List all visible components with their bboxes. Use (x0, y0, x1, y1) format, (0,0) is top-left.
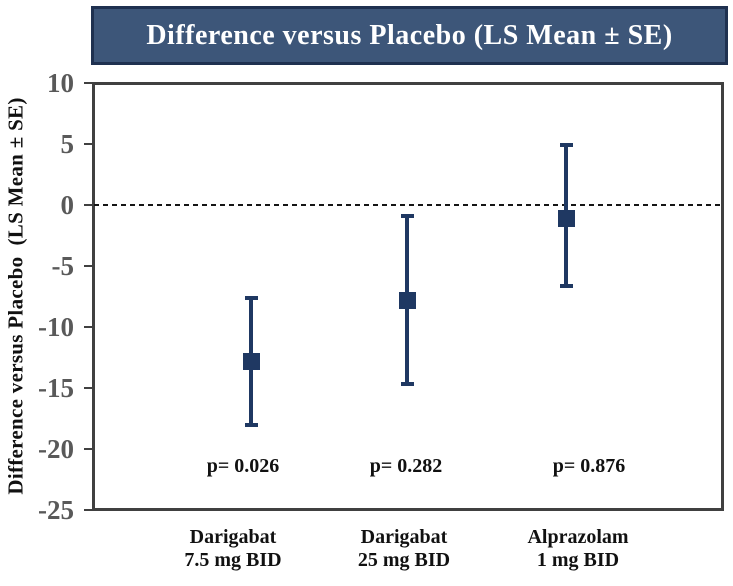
mean-marker (242, 352, 260, 370)
p-value-label: p= 0.876 (552, 455, 626, 477)
y-tick-label: 10 (47, 68, 74, 98)
plot-frame (91, 81, 724, 511)
error-bar-cap-top (559, 143, 573, 148)
chart-title: Difference versus Placebo (LS Mean ± SE) (146, 19, 673, 51)
error-bar-cap-bottom (559, 283, 573, 288)
error-bar-cap-bottom (244, 422, 258, 427)
error-bar-cap-top (244, 295, 258, 300)
y-tick-label: -15 (38, 373, 74, 403)
chart-title-bar: Difference versus Placebo (LS Mean ± SE) (91, 6, 728, 65)
y-tick-label: -25 (38, 495, 74, 525)
error-bar-cap-top (400, 213, 414, 218)
mean-marker (557, 209, 575, 227)
y-tick-label: -5 (51, 251, 75, 281)
p-value-label: p= 0.026 (206, 455, 280, 477)
y-tick-mark (84, 81, 92, 85)
mean-marker (398, 291, 416, 309)
y-tick-mark (84, 325, 92, 329)
zero-reference-line (94, 204, 721, 206)
y-tick-label: 5 (60, 129, 75, 159)
category-label: Alprazolam 1 mg BID (527, 526, 629, 571)
error-bar-cap-bottom (400, 382, 414, 387)
p-value-label: p= 0.282 (369, 455, 443, 477)
y-tick-mark (84, 508, 92, 512)
category-label: Darigabat 7.5 mg BID (184, 526, 282, 571)
y-tick-mark (84, 447, 92, 451)
category-label: Darigabat 25 mg BID (357, 526, 451, 571)
y-tick-label: -10 (38, 312, 74, 342)
y-tick-mark (84, 264, 92, 268)
y-tick-mark (84, 203, 92, 207)
y-tick-mark (84, 142, 92, 146)
y-tick-label: 0 (60, 190, 75, 220)
y-tick-label: -20 (38, 434, 74, 464)
y-tick-mark (84, 386, 92, 390)
